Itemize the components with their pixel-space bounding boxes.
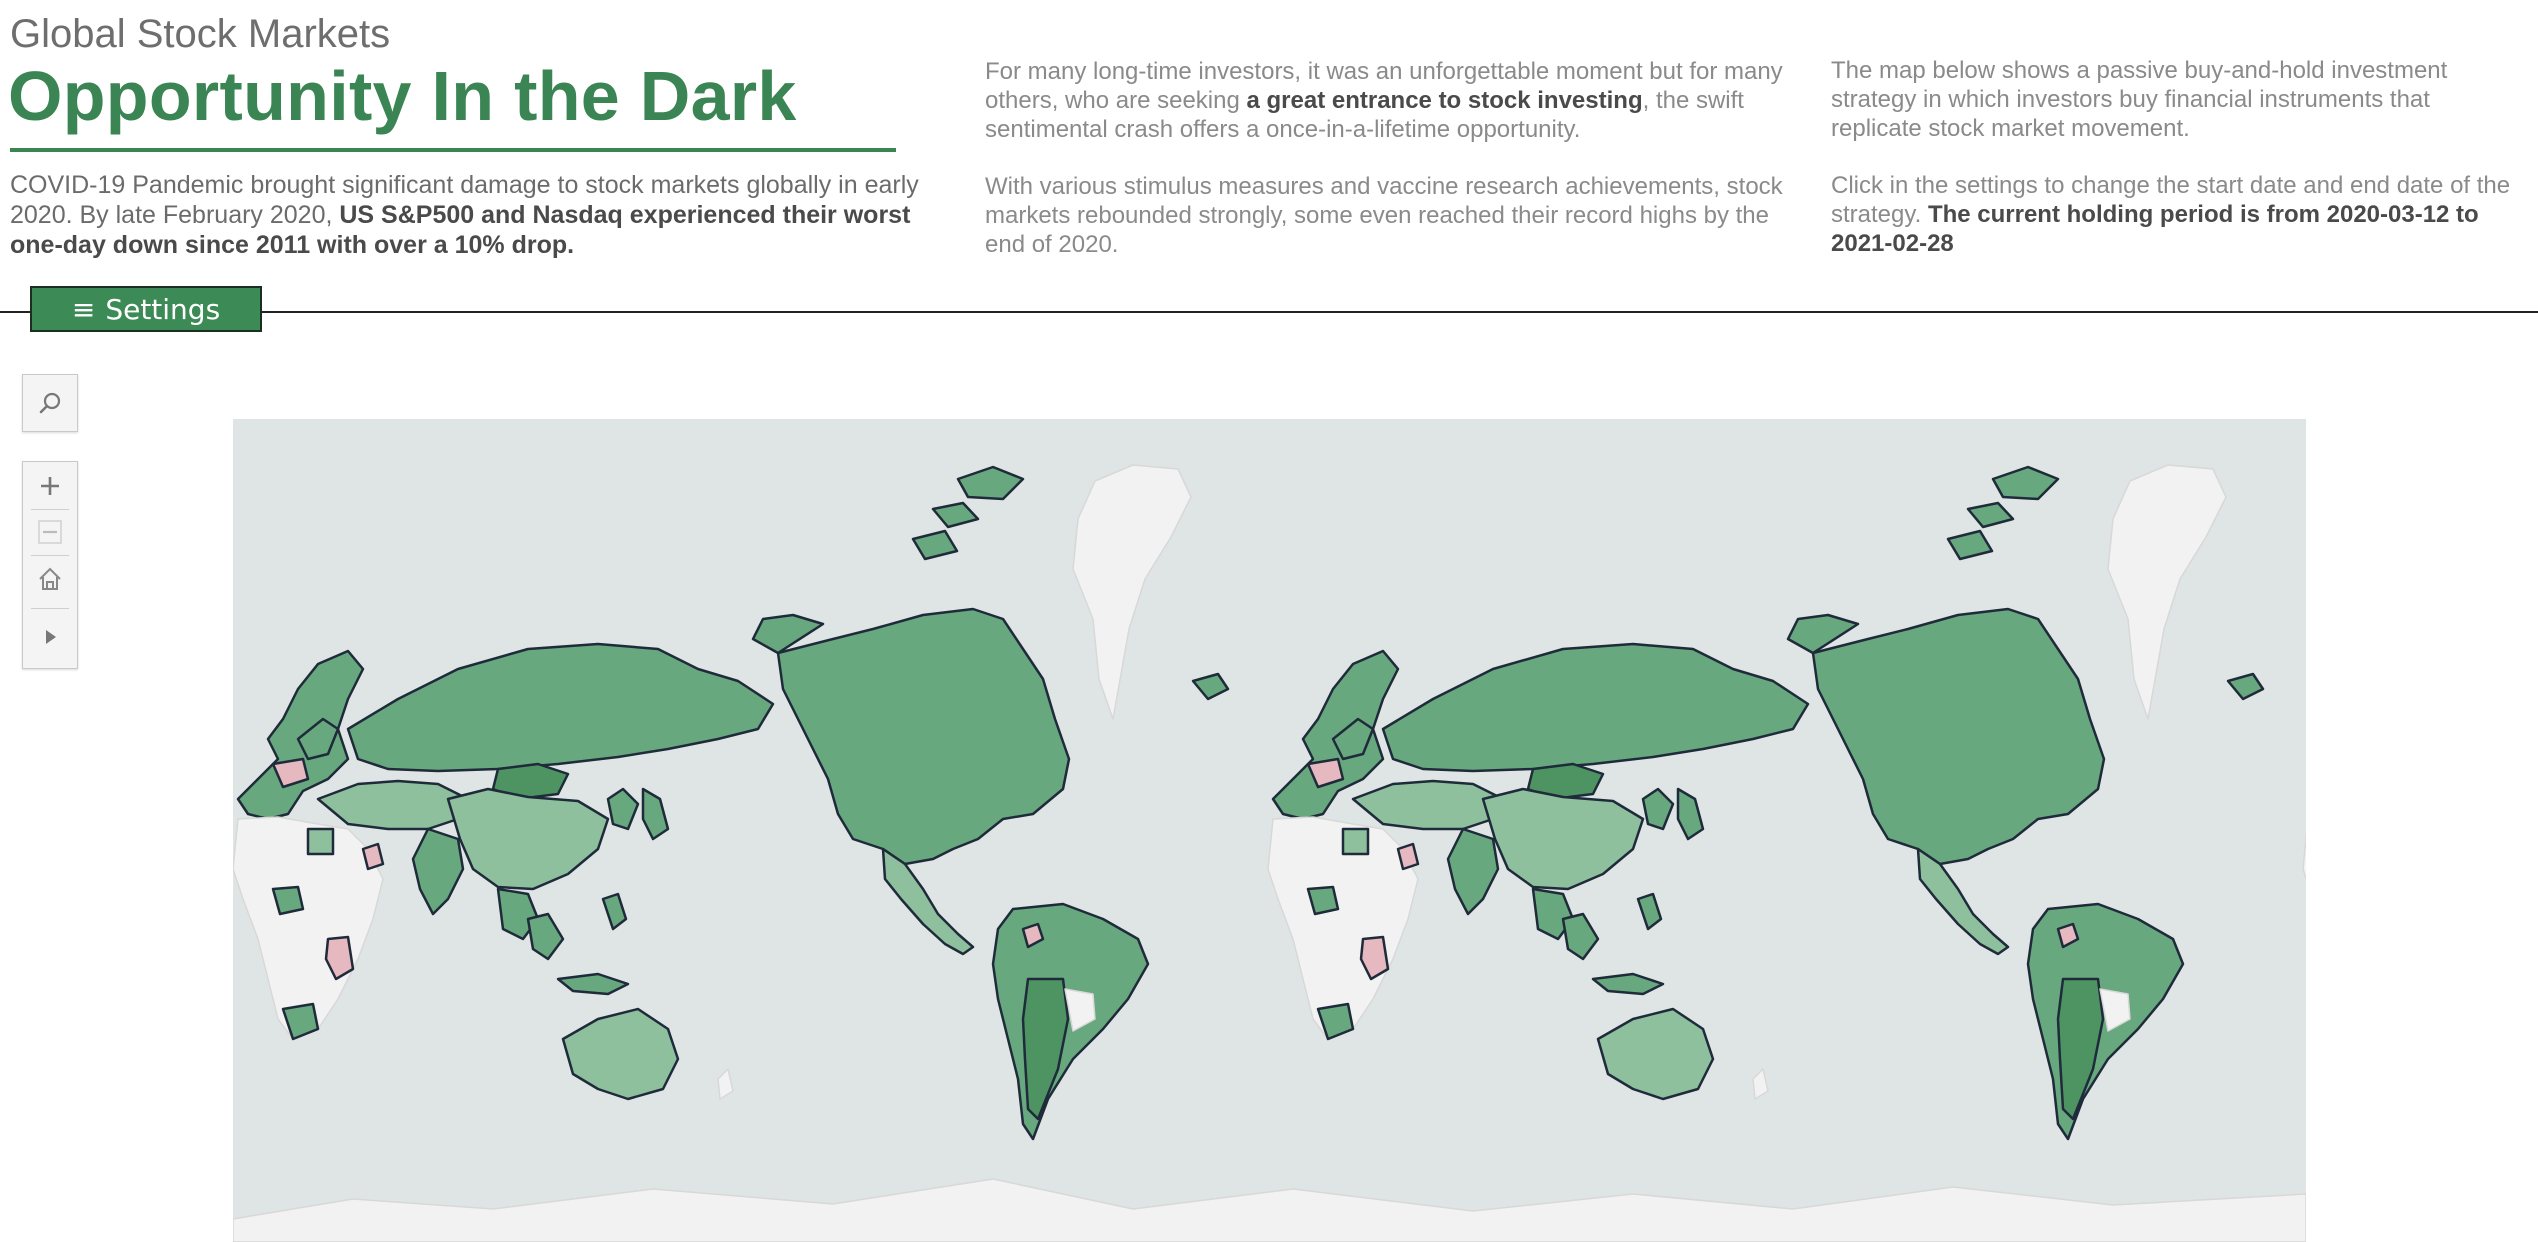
page-kicker: Global Stock Markets: [10, 12, 391, 56]
home-button[interactable]: [23, 558, 77, 600]
column3-paragraph-1: The map below shows a passive buy-and-ho…: [1831, 57, 2448, 142]
story-column-3: The map below shows a passive buy-and-ho…: [1831, 56, 2511, 258]
settings-button[interactable]: ≡ Settings: [30, 286, 262, 332]
settings-label: Settings: [105, 292, 221, 326]
choropleth-map: [233, 463, 2306, 1242]
column2-p1-bold: a great entrance to stock investing: [1246, 87, 1643, 114]
search-icon: [39, 392, 61, 414]
holding-period-text: The current holding period is from 2020-…: [1831, 201, 2479, 257]
intro-paragraph: COVID-19 Pandemic brought significant da…: [10, 170, 950, 260]
column2-paragraph-1: For many long-time investors, it was an …: [985, 57, 1785, 144]
minus-icon: [38, 520, 62, 544]
map-tile-center: [751, 463, 1810, 1141]
map-tile-left: [233, 463, 775, 1141]
home-icon: [39, 567, 61, 590]
intro-bold: US S&P500 and Nasdaq experienced their w…: [10, 201, 911, 259]
column2-paragraph-2: With various stimulus measures and vacci…: [985, 173, 1783, 258]
expand-toolbar-button[interactable]: [23, 614, 77, 660]
zoom-in-button[interactable]: [23, 466, 77, 506]
play-arrow-icon: [46, 630, 56, 644]
column2-p1-text: For many long-time investors, it was an …: [985, 58, 1783, 114]
map-zoom-toolbar: [22, 461, 78, 669]
column2-p1-end: , the swift sentimental crash offers a o…: [985, 87, 1744, 143]
zoom-out-button[interactable]: [23, 512, 77, 552]
page-title: Opportunity In the Dark: [8, 57, 797, 135]
settings-divider: [0, 311, 2538, 313]
map-search-button[interactable]: [22, 374, 78, 432]
world-map[interactable]: [233, 419, 2306, 1242]
story-column-2: For many long-time investors, it was an …: [985, 57, 1785, 259]
hamburger-icon: ≡: [71, 292, 96, 326]
title-underline: [10, 148, 896, 152]
column3-paragraph-2: Click in the settings to change the star…: [1831, 171, 2511, 258]
intro-text: COVID-19 Pandemic brought significant da…: [10, 171, 919, 229]
column3-p2-text: Click in the settings to change the star…: [1831, 172, 2511, 228]
plus-icon: [41, 477, 59, 495]
map-tile-right: [1786, 463, 2306, 1141]
